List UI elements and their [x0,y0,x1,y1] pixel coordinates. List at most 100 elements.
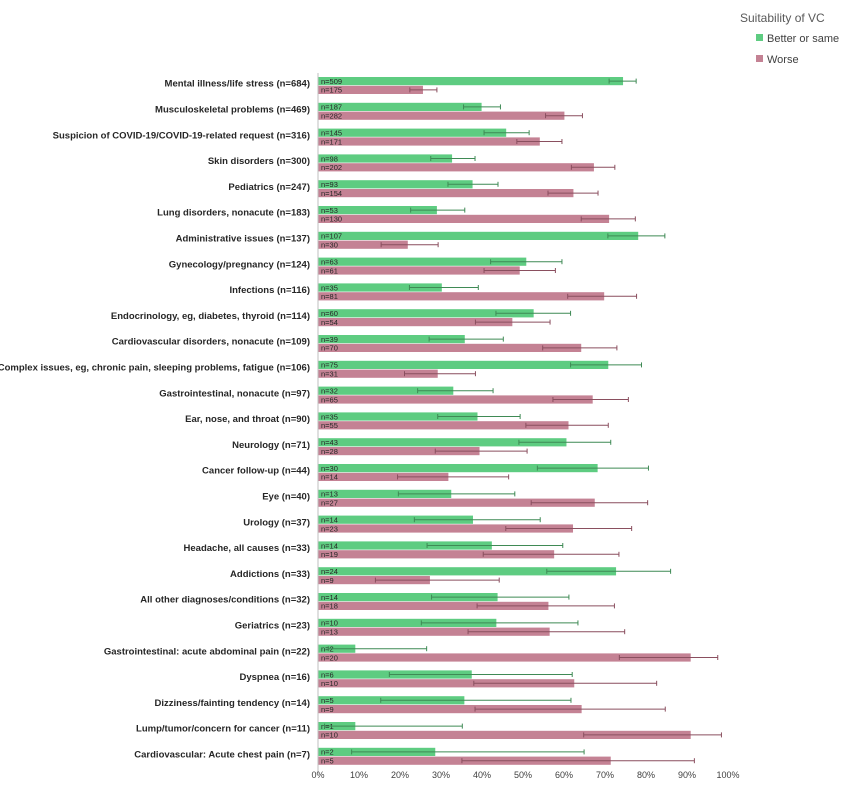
category-label: Administrative issues (n=137) [176,234,310,245]
error-bar [530,500,649,506]
bar-n-label: n=171 [321,137,342,146]
category-label: All other diagnoses/conditions (n=32) [140,595,310,606]
x-tick-label: 80% [637,770,655,780]
bar-worse [318,679,575,688]
category-group: Cardiovascular disorders, nonacute (n=10… [112,335,618,353]
category-label: Cancer follow-up (n=44) [202,466,310,477]
bar-better-or-same [318,231,639,240]
category-group: Skin disorders (n=300) n=98n=202 [208,154,616,172]
category-group: Musculoskeletal problems (n=469) n=187n=2… [155,103,583,121]
bar-better-or-same [318,257,527,266]
bar-n-label: n=70 [321,344,338,353]
bar-worse [318,137,540,146]
error-bar [495,310,572,316]
bar-n-label: n=10 [321,731,338,740]
bar-n-label: n=5 [321,696,334,705]
error-bar [380,697,572,703]
bar-worse [318,601,549,610]
bar-worse [318,111,565,120]
category-group: Infections (n=116) n=35n=81 [229,283,638,301]
category-label: Urology (n=37) [243,517,310,528]
bar-n-label: n=28 [321,447,338,456]
x-tick-label: 40% [473,770,491,780]
category-label: Dizziness/fainting tendency (n=14) [155,698,310,709]
error-bar [420,620,579,626]
x-tick-label: 50% [514,770,532,780]
bar-n-label: n=9 [321,705,334,714]
bar-n-label: n=282 [321,112,342,121]
bar-worse [318,240,408,249]
error-bar [567,293,638,299]
error-bar [607,233,666,239]
bar-worse [318,421,569,430]
category-label: Eye (n=40) [262,492,310,503]
error-bar [467,629,626,635]
category-label: Pediatrics (n=247) [228,182,310,193]
bar-n-label: n=98 [321,154,338,163]
legend-swatch-better [756,34,763,41]
error-bar [437,414,521,419]
error-bar [417,388,494,394]
bar-n-label: n=61 [321,266,338,275]
error-bar [410,207,466,213]
bar-n-label: n=18 [321,602,338,611]
bar-worse [318,705,582,714]
x-tick-label: 10% [350,770,368,780]
error-bar [324,723,463,729]
category-group: Eye (n=40) n=13n=27 [262,489,649,508]
category-group: Ear, nose, and throat (n=90) n=35n=55 [185,412,609,430]
category-label: Cardiovascular: Acute chest pain (n=7) [134,750,310,761]
bar-n-label: n=63 [321,258,338,267]
bar-worse [318,576,430,585]
bar-better-or-same [318,438,567,447]
category-label: Cardiovascular disorders, nonacute (n=10… [112,337,310,348]
bar-n-label: n=53 [321,206,338,215]
bar-worse [318,369,438,378]
category-group: Mental illness/life stress (n=684) n=509n… [165,77,637,95]
bar-n-label: n=54 [321,318,338,327]
bar-n-label: n=27 [321,499,338,508]
bar-n-label: n=202 [321,163,342,172]
category-label: Lump/tumor/concern for cancer (n=11) [136,724,310,735]
bar-n-label: n=93 [321,180,338,189]
category-label: Headache, all causes (n=33) [184,543,310,554]
error-bar [552,397,629,402]
bar-n-label: n=6 [321,670,334,679]
category-label: Dyspnea (n=16) [240,672,311,683]
category-group: Neurology (n=71) n=43n=28 [232,438,612,456]
bar-worse [318,343,582,352]
bar-n-label: n=9 [321,576,334,585]
bar-worse [318,266,520,275]
bar-worse [318,524,574,533]
bar-better-or-same [318,283,442,292]
category-group: Suspicion of COVID-19/COVID-19-related r… [53,129,563,146]
error-bar [546,568,672,574]
bar-better-or-same [318,489,452,498]
x-tick-label: 60% [555,770,573,780]
category-group: All other diagnoses/conditions (n=32) n=1… [140,593,615,611]
error-bar [461,758,695,764]
category-group: Dizziness/fainting tendency (n=14) n=5n=9 [155,696,666,714]
x-tick-label: 70% [596,770,614,780]
bar-worse [318,472,449,481]
bar-n-label: n=32 [321,387,338,396]
category-group: Dyspnea (n=16) n=6n=10 [240,670,658,688]
error-bar [351,749,585,755]
category-label: Addictions (n=33) [230,569,310,580]
error-bar [542,345,618,351]
error-bar [397,474,510,480]
bar-n-label: n=23 [321,524,338,533]
bar-n-label: n=35 [321,283,338,292]
error-bar [570,362,642,368]
category-label: Endocrinology, eg, diabetes, thyroid (n=… [111,311,310,322]
error-bar [545,113,583,119]
x-axis: 0% 10% 20% 30% 40% 50% 60% 70% 80% 90% 100% [311,73,740,780]
bar-n-label: n=154 [321,189,342,198]
bar-n-label: n=2 [321,645,334,654]
legend-label-worse: Worse [767,54,799,66]
bar-better-or-same [318,515,473,524]
bar-n-label: n=5 [321,757,334,766]
bar-n-label: n=30 [321,241,338,250]
bar-worse [318,163,594,172]
bar-n-label: n=509 [321,77,342,86]
